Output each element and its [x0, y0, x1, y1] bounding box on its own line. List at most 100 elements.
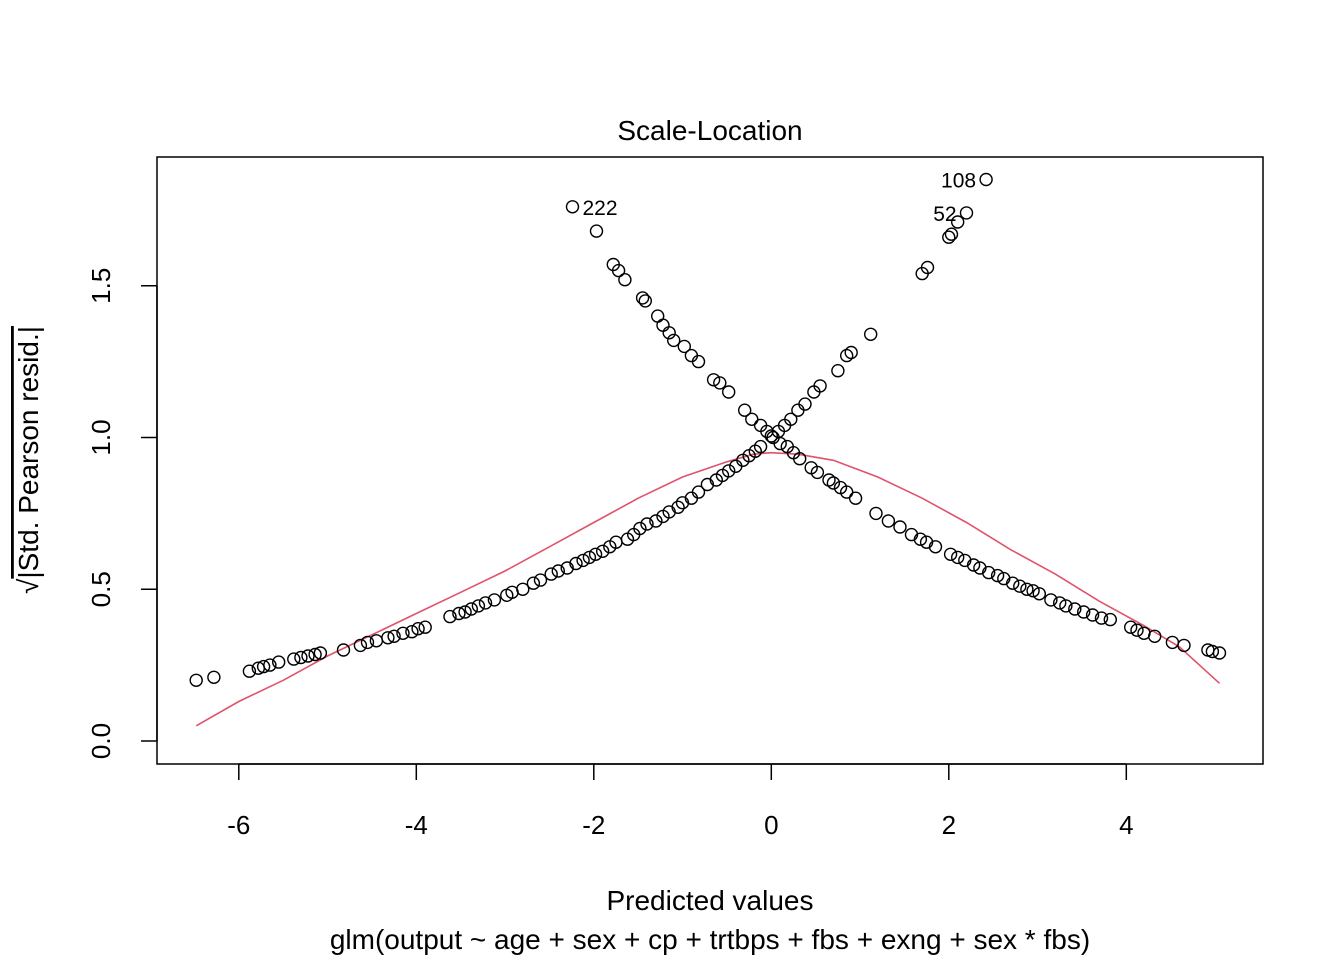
y-tick-label: 0.0: [86, 723, 116, 759]
data-point: [1052, 596, 1067, 610]
data-point: [667, 333, 681, 348]
data-point: [405, 625, 419, 639]
data-point: [764, 429, 778, 443]
data-point: [1094, 611, 1109, 625]
data-point: [979, 172, 993, 187]
data-point: [369, 634, 384, 648]
data-point: [487, 593, 502, 607]
data-point: [638, 294, 652, 308]
data-point: [1026, 584, 1040, 598]
data-point: [951, 215, 965, 229]
data-point: [1076, 605, 1091, 619]
data-point: [722, 385, 736, 399]
data-point: [791, 403, 805, 417]
data-point: [576, 553, 590, 568]
data-point: [452, 606, 466, 621]
data-point: [526, 576, 541, 590]
y-axis-label: √|Std. Pearson resid.|: [13, 326, 44, 594]
data-point: [893, 520, 907, 534]
data-point: [443, 609, 457, 624]
y-axis-label-text: |Std. Pearson resid.|: [13, 326, 44, 579]
data-point: [677, 339, 691, 354]
data-point: [691, 354, 706, 369]
data-point: [928, 540, 943, 554]
y-tick-label: 0.5: [86, 571, 116, 607]
data-point: [662, 326, 676, 340]
data-point: [565, 200, 580, 214]
data-point: [418, 620, 432, 634]
chart-title: Scale-Location: [617, 115, 802, 146]
data-point: [640, 517, 654, 531]
point-label: 108: [941, 170, 976, 193]
data-point: [1177, 638, 1191, 653]
data-point: [551, 564, 565, 578]
data-point: [966, 558, 981, 572]
data-point: [942, 230, 956, 244]
data-point: [738, 403, 752, 417]
data-point: [242, 664, 257, 678]
smoother-layer: [195, 451, 1221, 727]
data-point: [396, 626, 410, 640]
data-point: [826, 476, 841, 490]
data-point: [569, 556, 583, 571]
data-point: [1123, 620, 1138, 634]
data-point: [272, 655, 286, 669]
data-point: [582, 550, 597, 565]
data-point: [478, 596, 493, 610]
x-tick-label: -4: [405, 810, 428, 840]
x-tick-label: 2: [942, 810, 956, 840]
data-point: [881, 514, 896, 528]
x-axis: -6 -4 -2 0 2 4: [227, 763, 1134, 840]
data-point: [864, 327, 878, 341]
data-point: [1085, 608, 1100, 622]
data-point: [840, 485, 854, 499]
data-point: [635, 291, 650, 305]
data-point: [464, 602, 478, 616]
data-point: [1147, 629, 1162, 643]
y-axis: 0.0 0.5 1.0 1.5: [86, 268, 158, 759]
plot-frame: [156, 156, 1264, 765]
data-point: [301, 649, 315, 663]
data-point: [533, 573, 548, 587]
data-point: [387, 629, 401, 643]
data-point: [810, 465, 825, 480]
data-point: [618, 273, 632, 287]
data-point: [745, 412, 759, 426]
data-point: [336, 643, 351, 657]
data-point: [773, 436, 787, 451]
data-point: [813, 379, 827, 393]
data-point: [1068, 602, 1082, 616]
data-point: [944, 227, 959, 241]
y-axis-label-group: √|Std. Pearson resid.|: [13, 326, 44, 594]
data-point: [308, 647, 322, 662]
data-point: [1044, 593, 1058, 607]
data-point: [848, 491, 863, 505]
data-point: [263, 658, 277, 672]
data-point: [207, 670, 221, 684]
data-point: [360, 635, 375, 650]
data-point: [353, 638, 368, 653]
data-point: [516, 582, 530, 596]
data-point: [1032, 587, 1047, 601]
data-point: [611, 263, 626, 278]
data-point: [691, 485, 706, 499]
data-point: [1059, 599, 1073, 613]
data-point: [189, 673, 203, 687]
data-point: [313, 646, 328, 660]
data-point: [1212, 646, 1227, 660]
data-point: [844, 345, 858, 360]
data-point: [951, 550, 965, 565]
data-point: [793, 452, 807, 466]
data-point: [990, 568, 1005, 583]
data-point: [831, 364, 845, 378]
data-point: [920, 260, 935, 275]
data-point: [544, 567, 558, 581]
data-point: [1013, 579, 1027, 593]
data-point: [1103, 612, 1118, 627]
x-tick-label: -2: [582, 810, 605, 840]
data-point: [458, 605, 472, 619]
data-point: [1130, 623, 1144, 637]
annotation-layer: 108 52 222: [583, 170, 977, 226]
data-point: [913, 532, 928, 546]
